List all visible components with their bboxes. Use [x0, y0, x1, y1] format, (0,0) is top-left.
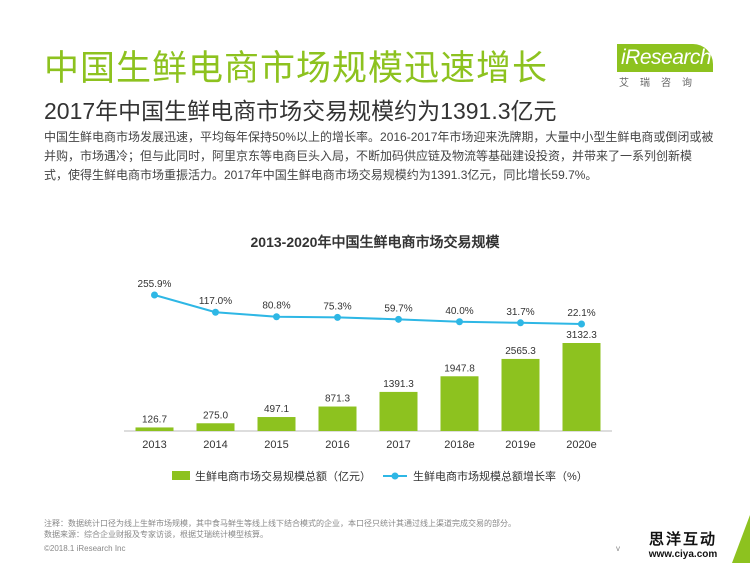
legend-bar-label: 生鲜电商市场交易规模总额（亿元）	[195, 469, 371, 483]
bar	[562, 343, 601, 431]
bar-value-label: 2565.3	[505, 346, 536, 357]
legend-line-marker	[391, 472, 399, 480]
summary-paragraph: 中国生鲜电商市场发展迅速，平均每年保持50%以上的增长率。2016-2017年市…	[44, 130, 714, 182]
bar-value-label: 1391.3	[383, 379, 414, 390]
line-value-label: 22.1%	[567, 308, 595, 319]
bar-value-label: 126.7	[142, 414, 167, 425]
line-point	[395, 315, 402, 323]
page-title: 中国生鲜电商市场规模迅速增长	[44, 49, 549, 88]
footnote-source: 数据来源：综合企业财报及专家访谈，根据艾瑞统计模型核算。	[44, 530, 268, 539]
logo-mark-shape	[617, 44, 713, 72]
x-tick-label: 2015	[264, 439, 288, 451]
bar-value-label: 1947.8	[444, 363, 475, 374]
chart-title: 2013-2020年中国生鲜电商市场交易规模	[250, 234, 500, 250]
footnote-note: 注释：数据统计口径为线上生鲜市场规模，其中食马鲜生等线上线下结合模式的企业，本口…	[44, 519, 516, 528]
line-value-label: 255.9%	[138, 279, 172, 290]
growth-rate-line	[154, 294, 582, 325]
copyright-text: ©2018.1 iResearch Inc	[44, 544, 126, 553]
watermark-name: 思洋互动	[648, 530, 717, 548]
line-value-label: 40.0%	[445, 306, 473, 317]
x-tick-label: 2014	[203, 439, 227, 451]
x-tick-label: 2018e	[444, 439, 475, 451]
bar	[501, 358, 540, 431]
line-point	[273, 313, 280, 321]
line-point	[151, 291, 158, 299]
corner-decoration	[732, 515, 750, 563]
line-value-label: 31.7%	[506, 307, 534, 318]
market-size-chart: 126.7 2013 275.0 2014 497.1 2015 871.3 2016 1391…	[124, 279, 612, 483]
line-value-label: 80.8%	[262, 301, 290, 312]
x-tick-label: 2017	[386, 439, 410, 451]
bar	[135, 427, 174, 431]
bar	[257, 417, 296, 431]
line-value-label: 75.3%	[323, 301, 351, 312]
line-point	[456, 318, 463, 326]
logo-subtitle: 艾瑞咨询	[619, 78, 703, 89]
page-subtitle: 2017年中国生鲜电商市场交易规模约为1391.3亿元	[44, 98, 557, 124]
bar	[440, 376, 479, 431]
line-value-label: 117.0%	[199, 296, 232, 307]
x-tick-label: 2019e	[505, 439, 536, 451]
line-point	[578, 320, 585, 328]
watermark-logo: 思洋互动 www.ciya.com	[640, 528, 726, 560]
bar-value-label: 497.1	[264, 404, 289, 415]
bar-value-label: 871.3	[325, 394, 350, 405]
x-tick-label: 2013	[142, 439, 166, 451]
logo-name: iResearch	[621, 46, 712, 69]
bar	[318, 406, 357, 431]
x-tick-label: 2016	[325, 439, 349, 451]
line-point	[334, 313, 341, 321]
footnotes: 注释：数据统计口径为线上生鲜市场规模，其中食马鲜生等线上线下结合模式的企业，本口…	[44, 518, 624, 540]
watermark-url: www.ciya.com	[648, 549, 718, 560]
legend-bar-swatch	[172, 471, 190, 480]
x-tick-label: 2020e	[566, 439, 597, 451]
line-point	[517, 319, 524, 327]
legend-line-label: 生鲜电商市场规模总额增长率（%）	[413, 469, 588, 483]
bar	[196, 423, 235, 431]
page-marker: v	[616, 544, 620, 553]
bar	[379, 391, 418, 431]
iresearch-logo: iResearch 艾瑞咨询	[617, 40, 713, 90]
bar-value-label: 275.0	[203, 410, 228, 421]
line-point	[212, 308, 219, 316]
bar-value-label: 3132.3	[566, 330, 597, 341]
line-value-label: 59.7%	[384, 303, 412, 314]
